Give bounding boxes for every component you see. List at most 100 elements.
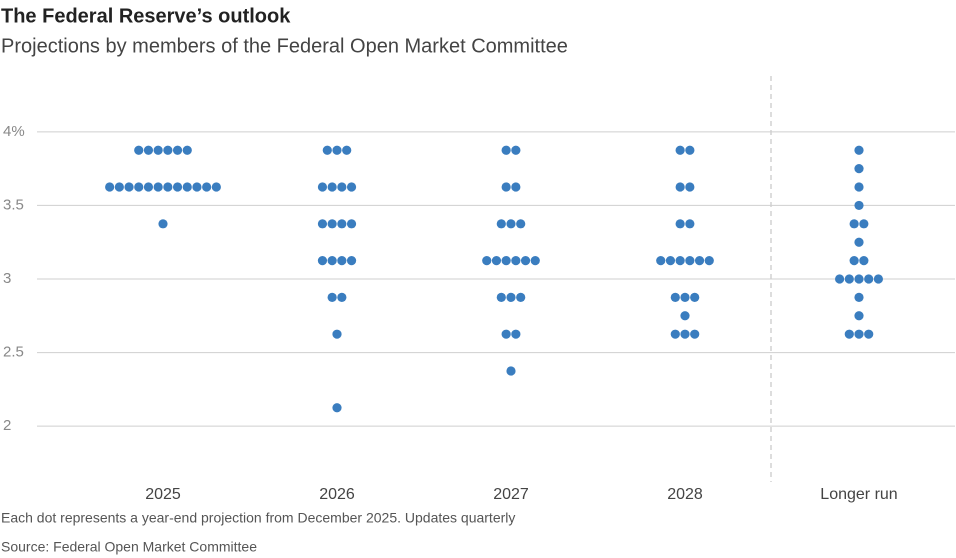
dot (854, 164, 864, 174)
dot (332, 403, 342, 413)
dot (491, 256, 502, 266)
dot (511, 182, 521, 192)
dot (346, 256, 357, 266)
dot (690, 329, 700, 339)
dot (337, 292, 347, 302)
dot (182, 145, 192, 155)
dot (105, 182, 115, 192)
dot (854, 200, 864, 211)
dot (864, 274, 874, 284)
dot (844, 274, 854, 284)
dot (327, 292, 337, 302)
dot (327, 182, 337, 192)
dot (332, 145, 342, 155)
y-tick-label: 2 (3, 417, 11, 434)
dot (675, 256, 685, 266)
dot (317, 256, 328, 266)
dot (690, 292, 700, 302)
y-tick-label: 3.5 (3, 196, 24, 213)
dot (337, 256, 347, 266)
dot (680, 292, 690, 302)
dot (854, 292, 864, 302)
dot (501, 182, 511, 192)
dot (685, 145, 695, 155)
dot (124, 182, 134, 192)
dot (854, 182, 864, 192)
chart-title: The Federal Reserve’s outlook (1, 5, 291, 27)
x-tick-label: 2027 (493, 486, 529, 503)
dot (844, 329, 854, 339)
dot (656, 256, 666, 266)
dot (163, 145, 173, 155)
dot (337, 219, 347, 229)
x-tick-label: 2028 (667, 486, 703, 503)
dot (163, 182, 173, 192)
chart-subtitle: Projections by members of the Federal Op… (1, 35, 568, 57)
dot (506, 292, 516, 302)
dot (182, 182, 192, 192)
dot (511, 145, 521, 155)
dot (211, 182, 221, 192)
dot (835, 274, 845, 284)
dot (496, 292, 506, 302)
source: Source: Federal Open Market Committee (1, 539, 257, 555)
dot (346, 182, 357, 192)
dot (516, 219, 526, 229)
dot (675, 219, 685, 229)
dot (859, 256, 869, 266)
y-tick-label: 2.5 (3, 344, 24, 361)
dot (158, 219, 168, 229)
dot (854, 274, 864, 284)
y-tick-label: 3 (3, 270, 11, 287)
x-tick-label: 2025 (145, 486, 181, 503)
dot (501, 145, 511, 155)
dot (114, 182, 124, 192)
dot (849, 256, 859, 266)
dot (864, 329, 874, 339)
dot (516, 292, 526, 302)
dot (134, 182, 144, 192)
dot (670, 292, 680, 302)
dot (143, 182, 154, 192)
dot (849, 219, 859, 229)
dot (680, 311, 690, 321)
dot (694, 256, 705, 266)
dot (482, 256, 492, 266)
dot (317, 182, 328, 192)
dot (854, 329, 864, 339)
note: Each dot represents a year-end projectio… (1, 510, 515, 526)
dot (332, 329, 342, 339)
dot (675, 182, 685, 192)
dot (192, 182, 202, 192)
dot (680, 329, 690, 339)
dot (685, 182, 695, 192)
dot (511, 256, 521, 266)
dot (501, 256, 511, 266)
dot (506, 219, 516, 229)
dot (670, 329, 680, 339)
dot (496, 219, 506, 229)
dot (854, 237, 864, 247)
x-tick-label: 2026 (319, 486, 355, 503)
dot (854, 145, 864, 155)
dot (172, 182, 183, 192)
dot (685, 256, 695, 266)
dot (143, 145, 154, 155)
dot (317, 219, 328, 229)
dot (202, 182, 212, 192)
dot (873, 274, 884, 284)
dot (501, 329, 511, 339)
dot (506, 366, 516, 376)
x-tick-label: Longer run (820, 486, 897, 503)
dot (134, 145, 144, 155)
dot (704, 256, 714, 266)
dot (665, 256, 676, 266)
dot (172, 145, 183, 155)
dot (153, 145, 163, 155)
dot (153, 182, 163, 192)
dot (675, 145, 685, 155)
dot (322, 145, 332, 155)
dot (520, 256, 531, 266)
dot (685, 219, 695, 229)
